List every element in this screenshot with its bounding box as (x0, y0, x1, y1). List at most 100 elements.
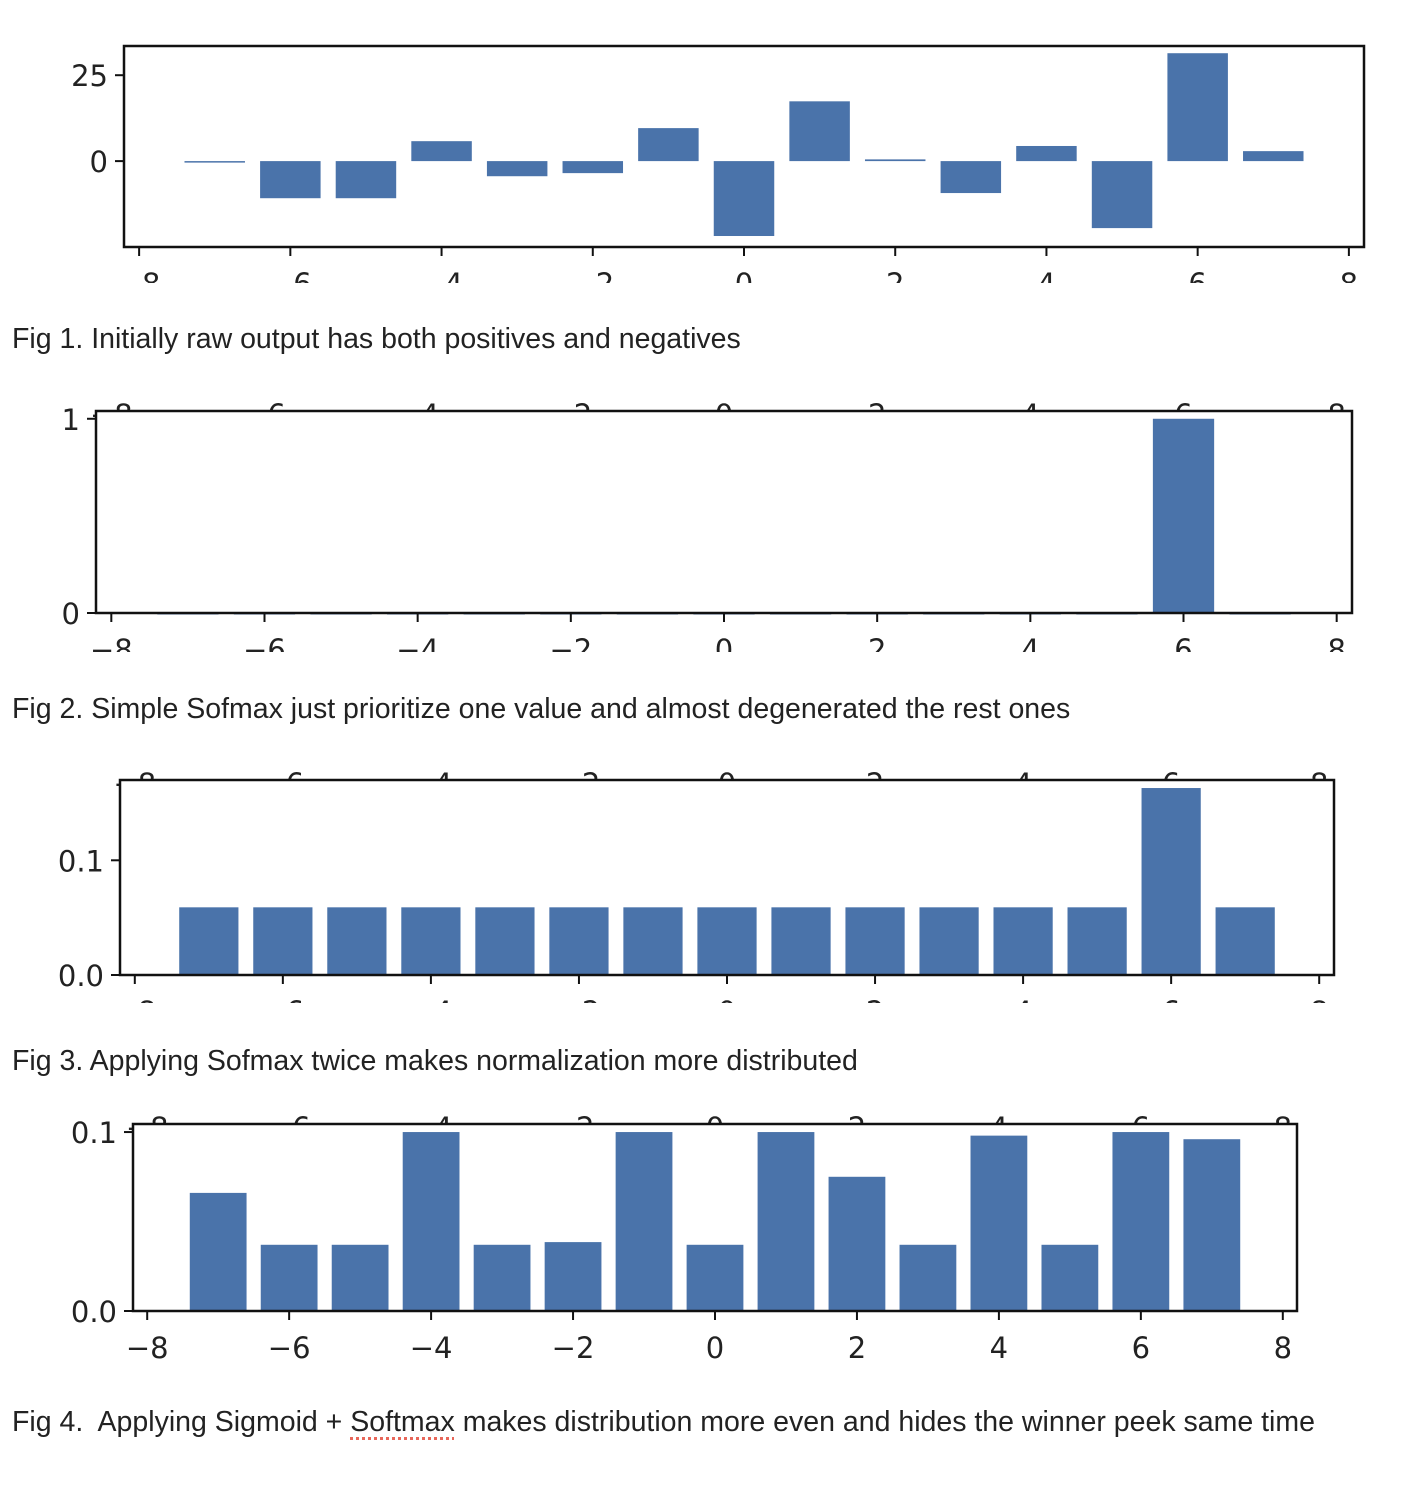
bar (828, 1176, 886, 1311)
y-tick-label: 1 (62, 403, 80, 437)
x-tick-label: 4 (990, 1331, 1008, 1365)
x-tick-label: −8 (118, 267, 161, 283)
bar (970, 1135, 1028, 1311)
x-tick-label: 8 (1340, 267, 1358, 283)
bar (940, 161, 1002, 194)
bar (331, 1244, 389, 1311)
x-tick-label: 0 (735, 267, 753, 283)
caption-fig4-part3: makes distribution more even and hides t… (454, 1406, 1315, 1438)
bar (789, 101, 850, 162)
bar (401, 907, 461, 975)
x-tick-label: −4 (410, 1331, 453, 1365)
bar (899, 1244, 957, 1311)
y-tick-label: 0 (62, 597, 80, 631)
bar (335, 161, 397, 199)
bar (771, 907, 831, 975)
x-tick-label: −2 (549, 633, 592, 652)
bar (638, 128, 699, 162)
y-tick-label: 25 (71, 59, 108, 93)
bar (1112, 1132, 1170, 1311)
bar (993, 907, 1053, 975)
bar (919, 907, 979, 975)
x-tick-label: 8 (1310, 995, 1328, 1003)
x-tick-label: −8 (126, 1331, 169, 1365)
x-tick-label: −6 (268, 1331, 311, 1365)
bar (549, 907, 609, 975)
x-tick-label: 2 (868, 633, 886, 652)
caption-fig1: Fig 1. Initially raw output has both pos… (12, 323, 741, 355)
x-tick-label: −2 (571, 267, 614, 283)
x-tick-label: 2 (848, 1331, 866, 1365)
x-tick-label: −8 (113, 995, 156, 1003)
bar (475, 907, 535, 975)
y-tick-label: 0.1 (58, 844, 104, 878)
x-tick-label: 2 (886, 267, 904, 283)
plot-area (96, 411, 1352, 613)
bar (1167, 53, 1228, 162)
bar (686, 1244, 744, 1311)
x-tick-label: 6 (1174, 633, 1192, 652)
x-tick-label: 4 (1037, 267, 1055, 283)
bar (1041, 1244, 1099, 1311)
y-tick-label: 0.1 (71, 1116, 117, 1150)
bar (845, 907, 905, 975)
caption-fig2: Fig 2. Simple Sofmax just prioritize one… (12, 693, 1071, 725)
bar (1152, 418, 1215, 613)
y-tick-label: 0.0 (58, 959, 104, 993)
bar (1141, 788, 1201, 975)
bar (697, 907, 757, 975)
caption-fig4-misspelled-word[interactable]: Softmax (350, 1406, 455, 1438)
x-tick-label: 8 (1274, 1331, 1292, 1365)
bar (184, 161, 245, 163)
bar (1215, 907, 1275, 975)
x-tick-label: 2 (866, 995, 884, 1003)
bar (260, 1244, 318, 1311)
x-tick-label: 6 (1162, 995, 1180, 1003)
bar (864, 159, 926, 162)
x-tick-label: 4 (1014, 995, 1032, 1003)
x-tick-label: 6 (1132, 1331, 1150, 1365)
x-tick-label: 0 (715, 633, 733, 652)
bar (411, 141, 472, 162)
bar (253, 907, 313, 975)
bar (1016, 145, 1077, 162)
x-tick-label: 8 (1327, 633, 1345, 652)
x-tick-label: −8 (90, 633, 133, 652)
x-tick-label: 0 (706, 1331, 724, 1365)
x-tick-label: −4 (410, 995, 453, 1003)
x-tick-label: −4 (420, 267, 463, 283)
bar (1243, 151, 1304, 162)
y-tick-label: 0.0 (71, 1295, 117, 1329)
x-tick-label: −2 (558, 995, 601, 1003)
x-tick-label: −6 (243, 633, 286, 652)
x-tick-label: 6 (1188, 267, 1206, 283)
bar (1091, 161, 1153, 229)
caption-fig4: Fig 4. Applying Sigmoid + Softmax makes … (12, 1398, 1424, 1446)
bar (713, 161, 775, 237)
bar (562, 161, 624, 174)
bar (402, 1132, 460, 1311)
bar (260, 161, 321, 199)
caption-fig3: Fig 3. Applying Sofmax twice makes norma… (12, 1045, 858, 1077)
bar (1067, 907, 1127, 975)
bar (544, 1242, 602, 1311)
bar (473, 1244, 531, 1311)
y-tick-label: 0 (90, 145, 108, 179)
bar (615, 1132, 673, 1311)
x-tick-label: −4 (396, 633, 439, 652)
bar (189, 1192, 247, 1311)
bar (486, 161, 548, 177)
bar (327, 907, 387, 975)
bar (757, 1132, 815, 1311)
x-tick-label: −6 (261, 995, 304, 1003)
x-tick-label: 0 (718, 995, 736, 1003)
x-tick-label: −2 (552, 1331, 595, 1365)
bar (623, 907, 683, 975)
bar (179, 907, 239, 975)
x-tick-label: −6 (269, 267, 312, 283)
caption-fig4-part1: Fig 4. Applying Sigmoid + (12, 1406, 351, 1438)
bar (1183, 1139, 1241, 1311)
